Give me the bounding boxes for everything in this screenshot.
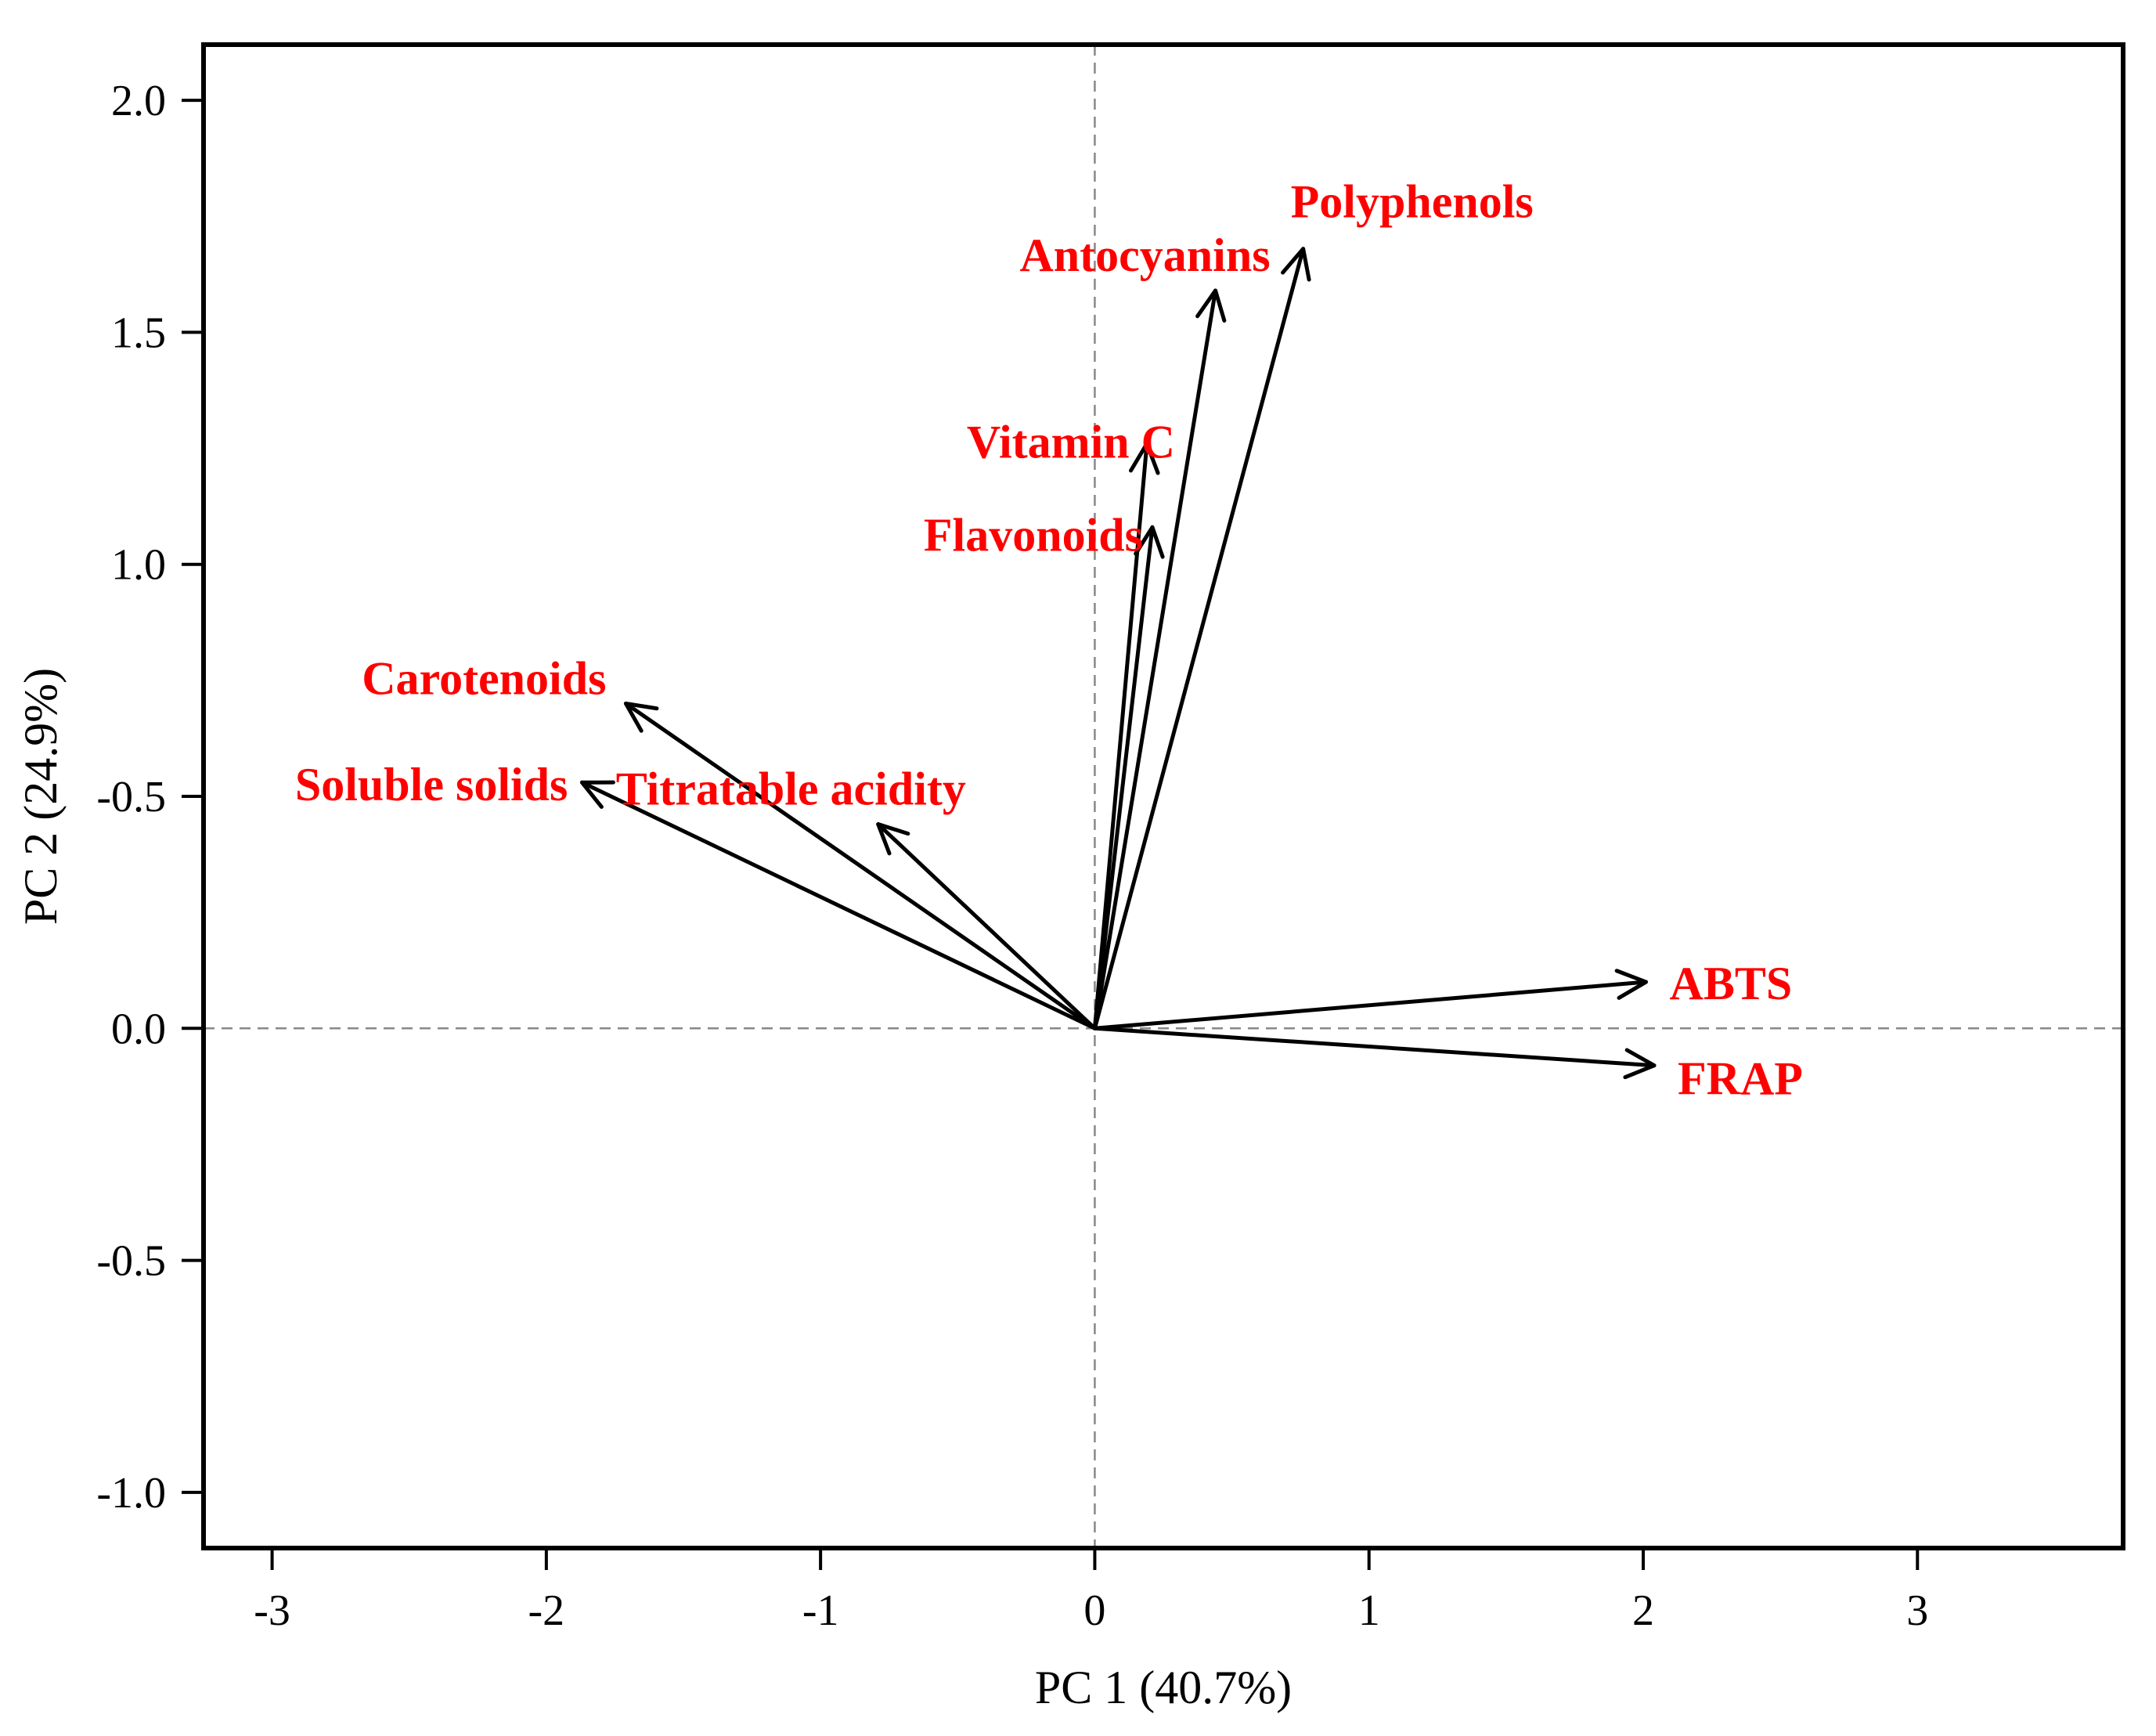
x-axis: -3 -2 -1 0 1 2 3 [254, 1548, 1928, 1635]
x-tick-label: -2 [528, 1586, 565, 1635]
x-tick-label: 3 [1906, 1586, 1928, 1635]
vector-antocyanins [1092, 288, 1218, 1030]
y-tick-label: -1.0 [96, 1469, 166, 1518]
label-flavonoids: Flavonoids [924, 509, 1143, 561]
label-abts: ABTS [1670, 958, 1793, 1009]
vector-carotenoids [623, 701, 1097, 1030]
vector-head-flavonoids [1134, 525, 1165, 559]
x-tick-label: 2 [1632, 1586, 1654, 1635]
vector-flavonoids [1092, 525, 1155, 1030]
y-tick-label: 1.5 [111, 309, 166, 357]
vector-head-antocyanins [1195, 288, 1227, 323]
vector-head-titratable-acidity [876, 822, 910, 856]
x-tick-label: -1 [802, 1586, 839, 1635]
label-soluble-solids: Soluble solids [295, 759, 568, 810]
label-frap: FRAP [1678, 1053, 1803, 1105]
reference-lines [204, 45, 2123, 1548]
vector-head-polyphenols [1281, 247, 1311, 282]
x-tick-label: 0 [1083, 1586, 1105, 1635]
x-tick-label: -3 [254, 1586, 290, 1635]
vector-head-vitamin-c [1128, 442, 1160, 475]
vector-abts [1092, 980, 1649, 1030]
vector-titratable-acidity [876, 822, 1097, 1030]
y-axis: -1.0 -0.5 0.0 -0.5 1.0 1.5 2.0 [96, 77, 204, 1518]
y-tick-label: -0.5 [96, 773, 166, 821]
label-titratable-acidity: Titratable acidity [616, 763, 966, 815]
y-axis-title: PC 2 (24.9%) [15, 668, 67, 925]
vector-head-frap [1623, 1048, 1657, 1080]
y-tick-label: 2.0 [111, 77, 166, 125]
y-tick-label: 1.0 [111, 541, 166, 590]
x-axis-title: PC 1 (40.7%) [1035, 1662, 1292, 1713]
vector-soluble-solids [579, 780, 1097, 1030]
y-tick-label: -0.5 [96, 1237, 166, 1286]
vector-frap [1092, 1026, 1657, 1068]
vector-head-soluble-solids [579, 780, 615, 809]
vector-head-carotenoids [623, 701, 659, 733]
label-polyphenols: Polyphenols [1291, 176, 1534, 228]
label-carotenoids: Carotenoids [362, 652, 606, 704]
vector-vitamin-c [1092, 442, 1149, 1030]
label-vitamin-c: Vitamin C [967, 417, 1175, 468]
variable-labels: Polyphenols Antocyanins Vitamin C Flavonoid… [295, 176, 1803, 1105]
label-antocyanins: Antocyanins [1019, 229, 1270, 281]
vector-head-abts [1614, 969, 1649, 1000]
x-tick-label: 1 [1358, 1586, 1380, 1635]
loading-vectors [579, 247, 1657, 1080]
vector-polyphenols [1092, 247, 1306, 1030]
y-tick-label: 0.0 [111, 1005, 166, 1053]
